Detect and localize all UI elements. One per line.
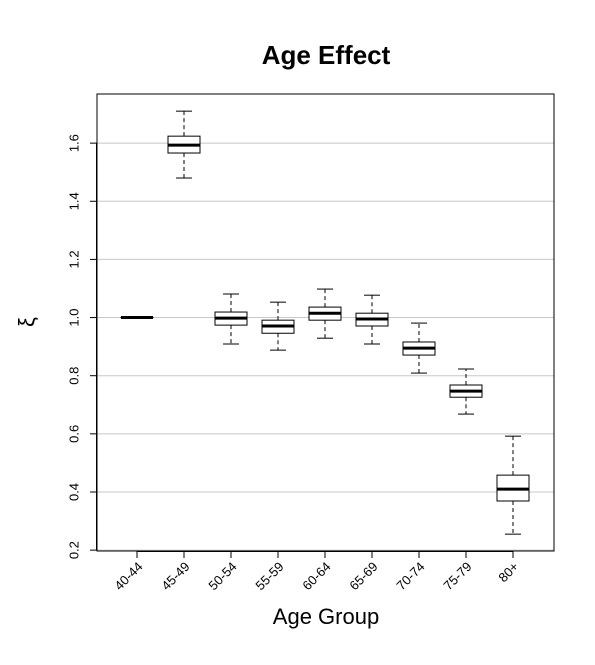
x-tick-label: 75-79	[440, 559, 474, 593]
y-tick-label: 1.4	[66, 192, 81, 210]
x-tick-label: 70-74	[393, 559, 427, 593]
y-tick-label: 1.6	[66, 134, 81, 152]
chart-title: Age Effect	[262, 40, 391, 70]
y-tick-label: 0.2	[66, 541, 81, 559]
y-tick-label: 0.4	[66, 483, 81, 501]
y-tick-label: 0.8	[66, 367, 81, 385]
x-tick-label: 45-49	[158, 559, 192, 593]
y-tick-label: 1.0	[66, 309, 81, 327]
x-tick-label: 55-59	[252, 559, 286, 593]
y-axis-label: ξ	[14, 317, 39, 327]
x-tick-label: 40-44	[111, 559, 145, 593]
x-tick-label: 50-54	[205, 559, 239, 593]
x-tick-label: 60-64	[299, 559, 333, 593]
x-axis-label: Age Group	[273, 604, 379, 629]
x-tick-label: 80+	[495, 559, 521, 585]
y-tick-label: 1.2	[66, 250, 81, 268]
x-tick-label: 65-69	[346, 559, 380, 593]
y-tick-label: 0.6	[66, 425, 81, 443]
